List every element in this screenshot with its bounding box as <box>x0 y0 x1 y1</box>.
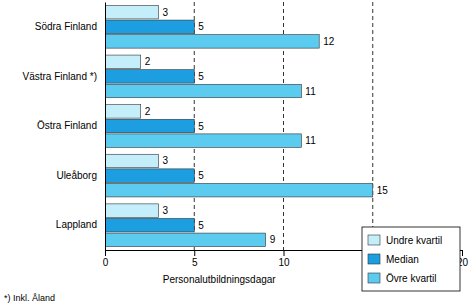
bar <box>105 183 373 196</box>
legend-box <box>362 227 460 291</box>
bar <box>105 119 194 132</box>
legend-label: Undre kvartil <box>386 235 442 246</box>
x-tick-label: 0 <box>103 257 109 268</box>
x-tick: 0 <box>103 250 109 268</box>
data-label: 5 <box>198 121 204 132</box>
data-label: 3 <box>163 205 169 216</box>
y-tick-label: Uleåborg <box>56 170 97 181</box>
y-tick: Lappland <box>56 219 105 230</box>
y-axis: Södra Finland Västra Finland *) Östra Finl… <box>23 3 106 251</box>
bars <box>105 5 373 246</box>
x-axis-title: Personalutbildningsdagar <box>163 274 277 285</box>
bar <box>105 35 319 48</box>
y-tick: Uleåborg <box>56 170 105 181</box>
bar <box>105 105 141 118</box>
data-label: 5 <box>198 71 204 82</box>
data-label: 11 <box>305 135 316 146</box>
legend: Undre kvartil Median Övre kvartil <box>362 227 460 291</box>
footnote: *) Inkl. Åland <box>4 293 55 303</box>
y-tick: Västra Finland *) <box>23 71 105 82</box>
y-tick-label: Södra Finland <box>35 21 97 32</box>
legend-swatch <box>368 273 380 283</box>
y-tick-label: Östra Finland <box>37 120 97 131</box>
bar <box>105 233 266 246</box>
y-tick: Södra Finland <box>35 21 105 32</box>
y-axis-line <box>105 3 106 251</box>
bar <box>105 70 194 83</box>
bar <box>105 5 159 18</box>
data-label: 3 <box>163 7 169 18</box>
data-label: 11 <box>305 86 316 97</box>
data-label: 15 <box>377 185 389 196</box>
legend-label: Övre kvartil <box>386 273 437 284</box>
x-tick-label: 10 <box>278 257 290 268</box>
y-tick: Östra Finland <box>37 120 105 131</box>
grid-line <box>372 2 373 250</box>
bar <box>105 154 159 167</box>
data-label: 5 <box>198 170 204 181</box>
legend-label: Median <box>386 254 419 265</box>
x-tick-mark <box>105 250 106 256</box>
data-label: 2 <box>145 106 151 117</box>
bar <box>105 204 159 217</box>
x-tick: 10 <box>278 250 290 268</box>
legend-swatch <box>368 254 380 264</box>
x-tick-mark <box>194 250 195 256</box>
x-tick-label: 5 <box>192 257 198 268</box>
data-label: 3 <box>163 155 169 166</box>
bar <box>105 55 141 68</box>
bar <box>105 20 194 33</box>
data-label: 5 <box>198 220 204 231</box>
legend-swatch <box>368 235 380 245</box>
x-tick-mark <box>284 250 285 256</box>
data-label: 5 <box>198 21 204 32</box>
chart: 322335555512111115905101520Södra Finland… <box>0 0 472 305</box>
data-labels: 3 2 2 3 3 5 5 5 5 5 12 11 11 15 9 <box>145 7 389 246</box>
bar <box>105 134 301 147</box>
bar <box>105 169 194 182</box>
bar <box>105 218 194 231</box>
data-label: 2 <box>145 56 151 67</box>
data-label: 9 <box>270 234 276 245</box>
y-tick-label: Lappland <box>56 219 97 230</box>
x-tick: 5 <box>192 250 198 268</box>
data-label: 12 <box>323 36 335 47</box>
x-tick-mark <box>462 250 463 256</box>
bar <box>105 84 301 97</box>
y-tick-label: Västra Finland *) <box>23 71 97 82</box>
